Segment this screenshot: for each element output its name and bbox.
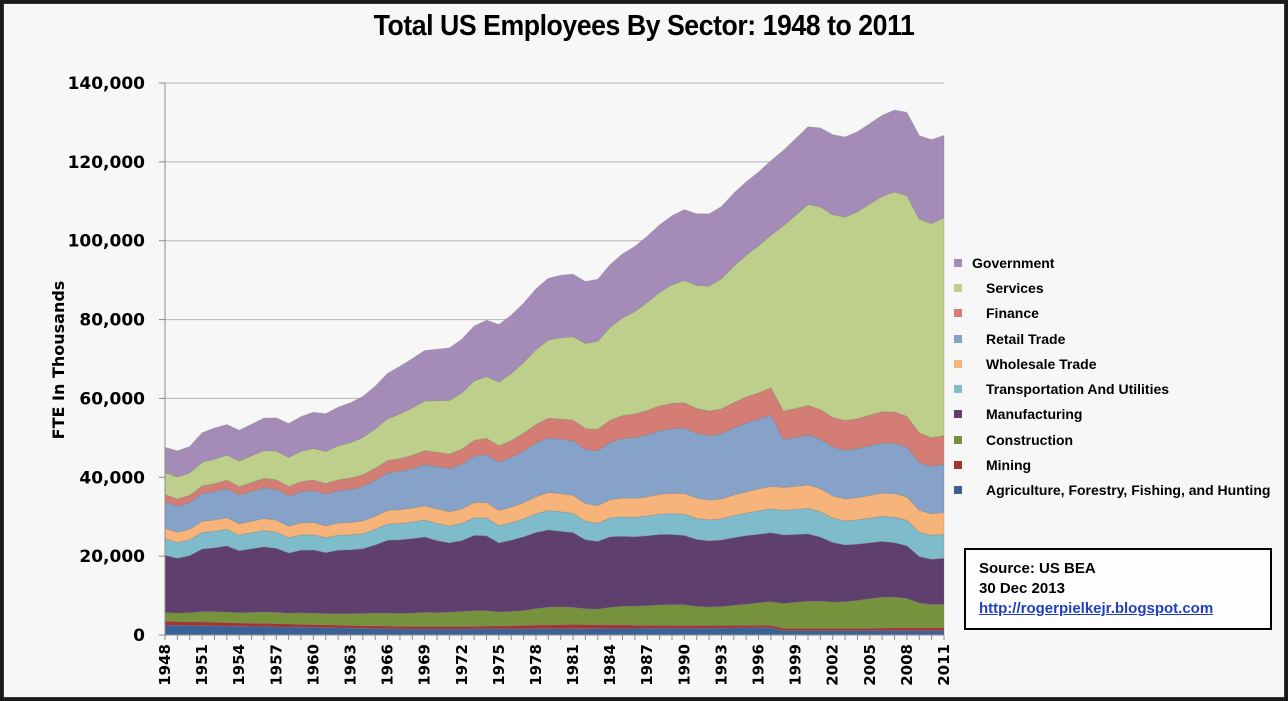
legend-item: Transportation And Utilities [950,376,1270,401]
area-construction [164,596,945,629]
legend-item: Mining [950,452,1270,477]
legend-swatch [954,283,962,292]
source-date: 30 Dec 2013 [979,580,1065,597]
x-tick-label: 1963 [341,644,359,686]
area-government [164,109,945,478]
x-tick-label: 1990 [675,644,693,686]
legend-item: Wholesale Trade [950,351,1270,376]
y-tick-label: 40,000 [79,468,145,488]
legend-label: Agriculture, Forestry, Fishing, and Hunt… [986,482,1271,499]
x-tick-label: 1993 [712,644,730,686]
area-transportation-and-utilities [164,507,945,560]
legend-label: Manufacturing [986,406,1083,423]
x-tick-label: 1951 [193,644,211,686]
x-tick-label: 1978 [527,644,545,686]
legend-item: Agriculture, Forestry, Fishing, and Hunt… [950,478,1270,503]
legend-label: Transportation And Utilities [986,381,1170,398]
legend-item: Construction [950,427,1270,452]
chart-title: Total US Employees By Sector: 1948 to 20… [373,10,915,42]
legend-label: Government [972,254,1055,271]
legend-label: Construction [986,431,1074,448]
x-tick-label: 1957 [267,644,285,686]
x-tick-label: 2005 [861,644,879,686]
legend-item: Finance [950,301,1270,326]
legend-swatch [954,309,962,318]
legend-label: Services [986,279,1044,296]
x-tick-label: 1948 [156,644,174,686]
area-retail-trade [164,414,945,533]
y-tick-label: 140,000 [68,74,146,94]
legend-label: Wholesale Trade [986,355,1097,372]
legend-swatch [954,258,962,267]
x-axis-ticks: 1948 1951 1954 1957 1960 1963 1966 1969 1972 1975… [156,635,953,686]
source-box: Source: US BEA 30 Dec 2013 http://rogerp… [964,548,1272,630]
x-tick-label: 1987 [638,644,656,686]
area-layers [164,109,945,636]
x-tick-label: 1960 [304,644,322,686]
legend-item: Services [950,275,1270,300]
y-tick-label: 0 [133,626,145,646]
x-tick-label: 1975 [490,644,508,686]
x-tick-label: 1969 [416,644,434,686]
x-tick-label: 1954 [230,644,248,686]
legend-item: Retail Trade [950,326,1270,351]
area-finance [164,387,945,507]
area-manufacturing [164,529,945,615]
x-tick-label: 1966 [379,644,397,686]
legend-swatch [954,461,962,470]
y-tick-label: 120,000 [68,153,146,173]
y-axis-ticks: 0 20,000 40,000 60,000 80,000 100,000 120,000 1… [68,74,165,646]
legend-swatch [954,334,962,343]
legend-item: Manufacturing [950,402,1270,427]
area-wholesale-trade [164,484,945,543]
y-tick-label: 100,000 [68,232,146,252]
y-tick-label: 20,000 [79,547,145,567]
legend-label: Retail Trade [986,330,1066,347]
x-tick-label: 1999 [787,644,805,686]
source-link[interactable]: http://rogerpielkejr.blogspot.com [979,600,1214,617]
y-axis-label: FTE In Thousands [49,281,68,440]
legend-swatch [954,486,962,495]
legend-label: Mining [986,457,1032,474]
legend-label: Finance [986,305,1039,322]
x-tick-label: 1972 [453,644,471,686]
source-text: Source: US BEA [979,560,1096,577]
legend: Government Services Finance Retail Trade Who… [950,250,1270,503]
x-tick-label: 2008 [898,644,916,686]
axes [164,83,944,636]
legend-item: Government [950,250,1270,275]
legend-swatch [954,359,962,368]
legend-swatch [954,410,962,419]
x-tick-label: 1996 [750,644,768,686]
x-tick-label: 1981 [564,644,582,686]
legend-swatch [954,385,962,394]
y-tick-label: 80,000 [79,311,145,331]
x-tick-label: 2002 [824,644,842,686]
x-tick-label: 2011 [935,644,953,686]
y-tick-label: 60,000 [79,389,145,409]
x-tick-label: 1984 [601,644,619,686]
legend-swatch [954,435,962,444]
